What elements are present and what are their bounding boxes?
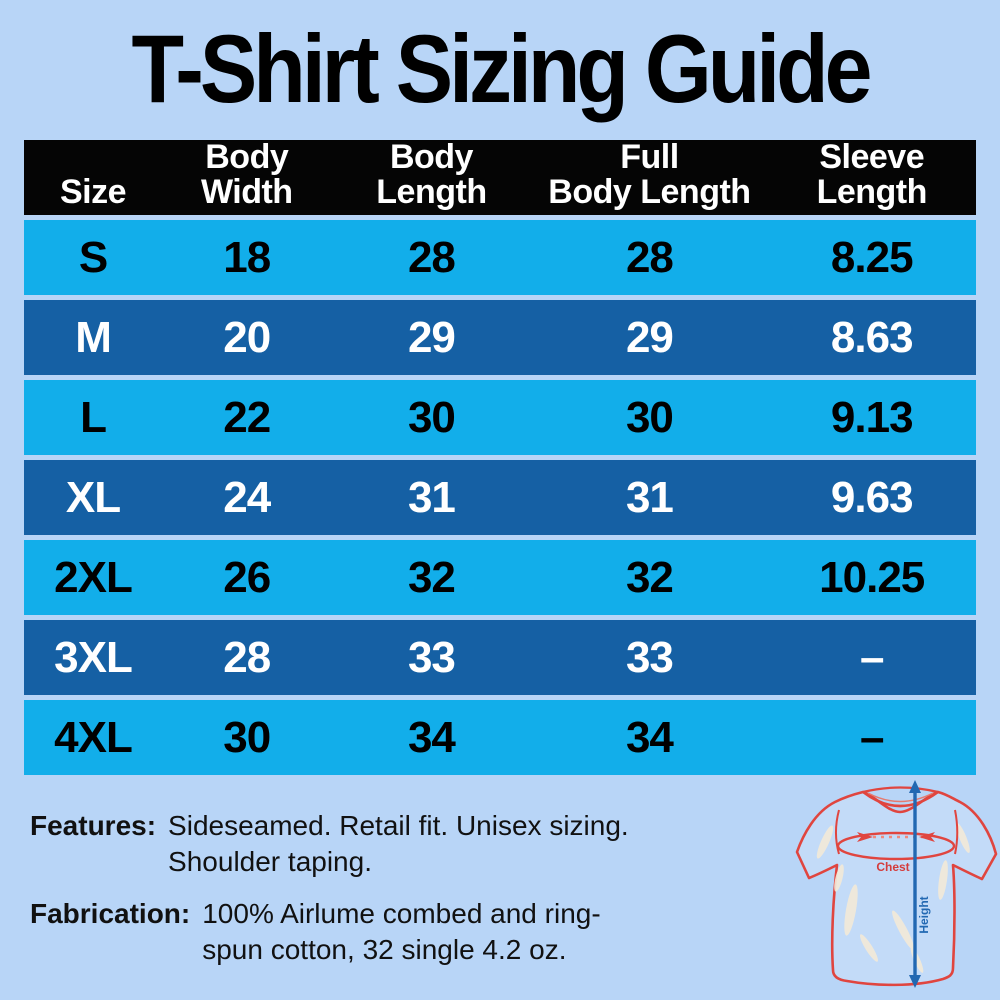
full-body-length-cell: 31 [625,472,674,522]
fabrication-text: 100% Airlume combed and ring-spun cotton… [202,896,820,968]
header-cell-size: Size [24,140,162,218]
body-width-cell: 18 [223,232,271,282]
body-length-cell: 30 [407,392,456,442]
tshirt-measurement-diagram: Chest Height [795,780,998,988]
body-width-cell: 26 [223,552,271,602]
height-arrow-bottom [909,975,921,988]
features-line2: Shoulder taping. [168,846,372,877]
sleeve-length-cell: 10.25 [819,552,925,602]
table-row-3xl: 3XL 28 33 33 – [24,620,976,695]
features-note: Features: Sideseamed. Retail fit. Unisex… [30,808,820,880]
chest-measure-ellipse [836,831,956,861]
header-line: Full [620,138,679,176]
header-cell-body-length: Body Length [331,138,531,218]
collar-inner-arc [867,792,934,803]
height-label: Height [917,896,931,933]
features-line1: Sideseamed. Retail fit. Unisex sizing. [168,810,629,841]
sleeve-length-cell: 9.63 [830,472,914,522]
sleeve-length-cell: 8.63 [830,312,914,362]
header-line: Length [376,173,487,212]
body-width-cell: 22 [223,392,271,442]
header-line: Size [59,173,127,212]
chest-arrow-right [919,832,935,842]
full-body-length-cell: 28 [625,232,674,282]
table-row-xl: XL 24 31 31 9.63 [24,460,976,535]
size-cell: 3XL [54,632,133,682]
table-row-l: L 22 30 30 9.13 [24,380,976,455]
table-row-2xl: 2XL 26 32 32 10.25 [24,540,976,615]
notes-section: Features: Sideseamed. Retail fit. Unisex… [30,808,820,968]
size-cell: XL [65,472,121,522]
body-width-cell: 30 [223,712,271,762]
body-length-cell: 33 [407,632,456,682]
body-width-cell: 28 [223,632,271,682]
chest-arrow-left [857,832,873,842]
fabrication-note: Fabrication: 100% Airlume combed and rin… [30,896,820,968]
left-armhole-seam [835,809,840,855]
header-line: Length [816,173,928,212]
header-line: Sleeve [819,138,925,176]
features-label: Features: [30,810,157,841]
height-arrow-top [909,780,921,793]
full-body-length-cell: 29 [625,312,674,362]
table-row-m: M 20 29 29 8.63 [24,300,976,375]
collar-top-arc [862,786,939,794]
body-width-cell: 20 [223,312,271,362]
fabrication-label: Fabrication: [30,898,191,929]
tshirt-outline [795,790,998,987]
chest-label: Chest [876,860,909,874]
full-body-length-cell: 32 [625,552,674,602]
table-row-4xl: 4XL 30 34 34 – [24,700,976,775]
features-text: Sideseamed. Retail fit. Unisex sizing. Sh… [168,808,820,880]
body-length-cell: 29 [407,312,456,362]
table-row-s: S 18 28 28 8.25 [24,220,976,295]
table-header-row: Size Body Width Body Length Full Body Le… [24,138,976,218]
body-length-cell: 28 [407,232,456,282]
header-cell-sleeve-length: Sleeve Length [767,138,975,218]
sleeve-length-cell: – [859,632,884,682]
sleeve-length-cell: – [859,712,884,762]
sizing-table: Size Body Width Body Length Full Body Le… [24,138,976,775]
fabrication-line1: 100% Airlume combed and ring- [202,898,601,929]
size-cell: S [78,232,108,282]
body-length-cell: 34 [407,712,456,762]
header-cell-body-width: Body Width [162,138,331,218]
size-cell: 4XL [54,712,133,762]
body-length-cell: 32 [407,552,456,602]
body-width-cell: 24 [223,472,271,522]
header-line: Width [200,173,293,212]
full-body-length-cell: 33 [625,632,674,682]
header-cell-full-body-length: Full Body Length [531,138,767,218]
size-cell: 2XL [54,552,133,602]
header-line: Body [205,138,289,176]
collar-outer-arc [862,790,939,808]
body-length-cell: 31 [407,472,456,522]
full-body-length-cell: 30 [625,392,674,442]
fabrication-line2: spun cotton, 32 single 4.2 oz. [202,934,567,965]
header-line: Body [389,138,474,176]
size-cell: M [75,312,112,362]
header-line: Body Length [548,173,751,212]
sleeve-length-cell: 8.25 [830,232,914,282]
sleeve-length-cell: 9.13 [830,392,914,442]
page-title: T-Shirt Sizing Guide [131,15,873,123]
size-cell: L [80,392,107,442]
right-armhole-seam [954,809,959,855]
full-body-length-cell: 34 [625,712,674,762]
